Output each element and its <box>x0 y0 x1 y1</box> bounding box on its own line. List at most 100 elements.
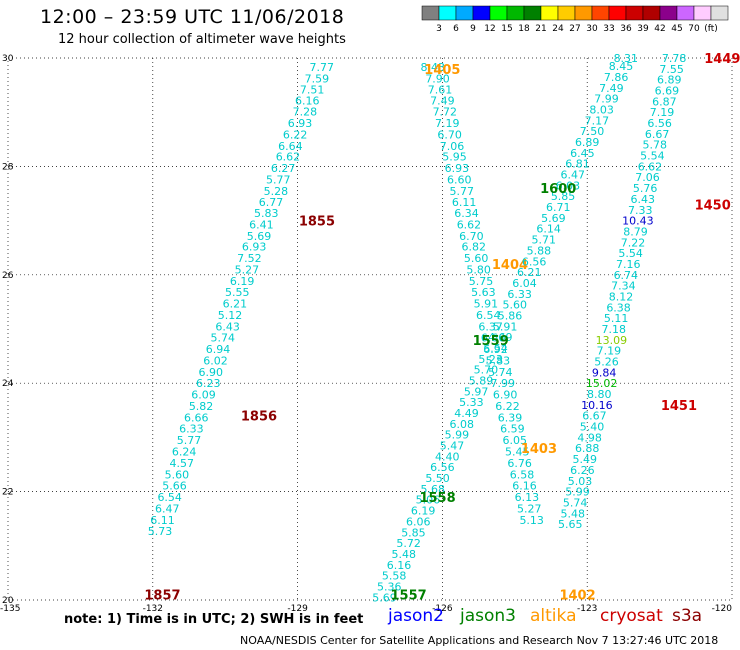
colorbar-label: 3 <box>436 24 442 34</box>
colorbar-label: 12 <box>484 24 495 34</box>
swh-value: 6.71 <box>546 201 571 214</box>
plot-frame <box>7 57 733 601</box>
swh-value: 9.84 <box>592 366 617 379</box>
colorbar-swatch <box>659 5 678 21</box>
swh-value: 5.99 <box>565 486 590 499</box>
swh-value: 6.22 <box>283 128 308 141</box>
swh-value: 5.33 <box>459 396 484 409</box>
swh-value: 5.69 <box>541 212 566 225</box>
track-1855: 7.777.597.516.167.286.936.226.646.626.27… <box>144 61 335 603</box>
swh-value: 7.19 <box>435 117 460 130</box>
swh-value: 7.78 <box>662 52 687 65</box>
swh-value: 4.98 <box>577 431 602 444</box>
time-label: 1405 <box>424 63 460 78</box>
swh-value: 6.54 <box>157 491 182 504</box>
credit-footer: NOAA/NESDIS Center for Satellite Applica… <box>240 634 719 647</box>
swh-value: 8.80 <box>587 388 612 401</box>
swh-value: 7.49 <box>599 82 624 95</box>
swh-value: 6.16 <box>295 94 320 107</box>
colorbar-swatch <box>421 5 440 21</box>
swh-value: 10.43 <box>622 215 654 228</box>
swh-value: 8.45 <box>609 60 634 73</box>
swh-value: 6.93 <box>242 241 267 254</box>
time-label: 1450 <box>695 198 731 213</box>
swh-value: 6.59 <box>500 423 525 436</box>
colorbar-swatch <box>523 5 542 21</box>
swh-value: 5.91 <box>493 320 518 333</box>
swh-value: 7.99 <box>490 377 515 390</box>
swh-value: 4.49 <box>454 407 479 420</box>
swh-value: 5.95 <box>442 151 467 164</box>
swh-value: 6.02 <box>203 354 228 367</box>
swh-value: 7.17 <box>585 114 610 127</box>
swh-value: 15.02 <box>586 377 618 390</box>
time-label: 1857 <box>144 589 180 604</box>
swh-value: 6.54 <box>476 309 501 322</box>
swh-value: 6.90 <box>493 389 518 402</box>
swh-value: 5.86 <box>498 309 523 322</box>
legend-jason2: jason2 <box>388 606 444 626</box>
swh-value: 5.50 <box>425 472 450 485</box>
swh-value: 6.21 <box>223 298 248 311</box>
swh-value: 8.03 <box>589 103 614 116</box>
swh-value: 6.93 <box>445 162 470 175</box>
swh-value: 6.93 <box>288 117 313 130</box>
swh-value: 6.03 <box>556 179 581 192</box>
swh-value: 5.23 <box>478 353 503 366</box>
swh-value: 5.69 <box>372 591 397 604</box>
swh-value: 8.43 <box>420 61 445 74</box>
swh-value: 6.70 <box>437 128 462 141</box>
swh-value: 7.90 <box>425 73 450 86</box>
swh-value: 6.45 <box>570 147 595 160</box>
swh-value: 6.11 <box>452 196 477 209</box>
swh-value: 6.09 <box>191 389 216 402</box>
track-1557: 5.695.365.586.165.485.725.856.066.195.06… <box>372 52 638 604</box>
swh-value: 5.26 <box>594 356 619 369</box>
swh-value: 8.12 <box>609 290 634 303</box>
time-label: 1558 <box>419 491 455 506</box>
swh-value: 6.62 <box>638 160 663 173</box>
swh-value: 4.57 <box>170 457 195 470</box>
swh-value: 5.54 <box>640 150 665 163</box>
swh-value: 5.13 <box>519 514 544 527</box>
swh-value: 5.74 <box>211 332 236 345</box>
x-tick-label: -120 <box>712 604 733 614</box>
colorbar-swatch <box>710 5 729 21</box>
time-label: 1855 <box>299 215 335 230</box>
colorbar-swatch <box>506 5 525 21</box>
swh-value: 7.18 <box>601 323 626 336</box>
swh-value: 6.27 <box>271 162 296 175</box>
swh-value: 7.59 <box>305 73 330 86</box>
swh-value: 6.89 <box>657 74 682 87</box>
colorbar-swatch <box>608 5 627 21</box>
swh-value: 6.77 <box>259 196 284 209</box>
colorbar-label: 6 <box>453 24 459 34</box>
swh-value: 6.70 <box>459 230 484 243</box>
swh-value: 6.04 <box>512 277 537 290</box>
swh-value: 5.83 <box>486 354 511 367</box>
swh-value: 6.58 <box>510 468 535 481</box>
swh-value: 5.28 <box>264 185 289 198</box>
swh-value: 6.60 <box>481 332 506 345</box>
swh-value: 6.37 <box>478 320 503 333</box>
swh-value: 7.22 <box>621 236 646 249</box>
swh-value: 5.58 <box>382 570 407 583</box>
swh-value: 5.77 <box>449 185 474 198</box>
swh-value: 5.85 <box>401 526 426 539</box>
swh-value: 7.61 <box>428 83 453 96</box>
swh-value: 7.49 <box>430 94 455 107</box>
swh-value: 5.40 <box>580 421 605 434</box>
colorbar-swatch <box>540 5 559 21</box>
axes: -135 -132 -129 -126 -123 -120 20 22 24 26 28 30 <box>0 54 732 614</box>
swh-value: 6.82 <box>462 241 487 254</box>
swh-value: 5.60 <box>464 252 489 265</box>
colorbar-label: 21 <box>535 24 546 34</box>
swh-value: 5.88 <box>527 244 552 257</box>
swh-value: 7.52 <box>237 252 262 265</box>
swh-value: 6.64 <box>278 140 303 153</box>
swh-value: 6.26 <box>570 464 595 477</box>
time-label: 1600 <box>540 182 576 197</box>
swh-value: 5.72 <box>396 537 421 550</box>
swh-value: 5.48 <box>560 507 585 520</box>
swh-value: 6.14 <box>536 223 561 236</box>
